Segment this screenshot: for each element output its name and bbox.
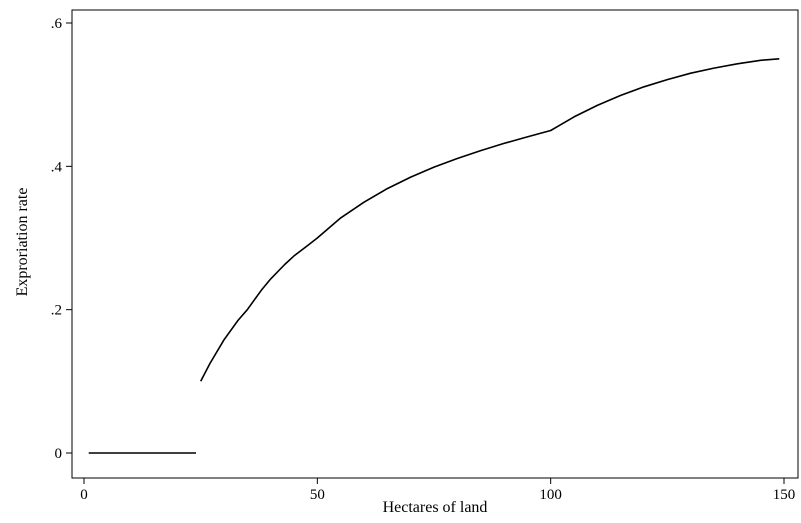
x-tick-label: 100: [539, 487, 562, 503]
x-tick-label: 50: [310, 487, 325, 503]
x-axis-title: Hectares of land: [383, 499, 488, 516]
x-axis: 0 50 100 150: [80, 478, 795, 503]
series-line-segment: [199, 58, 780, 382]
x-tick-label: 150: [773, 487, 796, 503]
y-tick-label: .4: [51, 159, 63, 175]
y-tick-label: .2: [51, 303, 62, 319]
y-tick-label: 0: [55, 446, 63, 462]
y-axis-title: Exproriation rate: [14, 188, 31, 297]
y-tick-label: .6: [51, 16, 63, 32]
x-tick-label: 0: [80, 487, 88, 503]
plot-frame: [71, 9, 799, 479]
series-layer: [88, 58, 780, 454]
y-axis: 0 .2 .4 .6: [51, 16, 72, 462]
